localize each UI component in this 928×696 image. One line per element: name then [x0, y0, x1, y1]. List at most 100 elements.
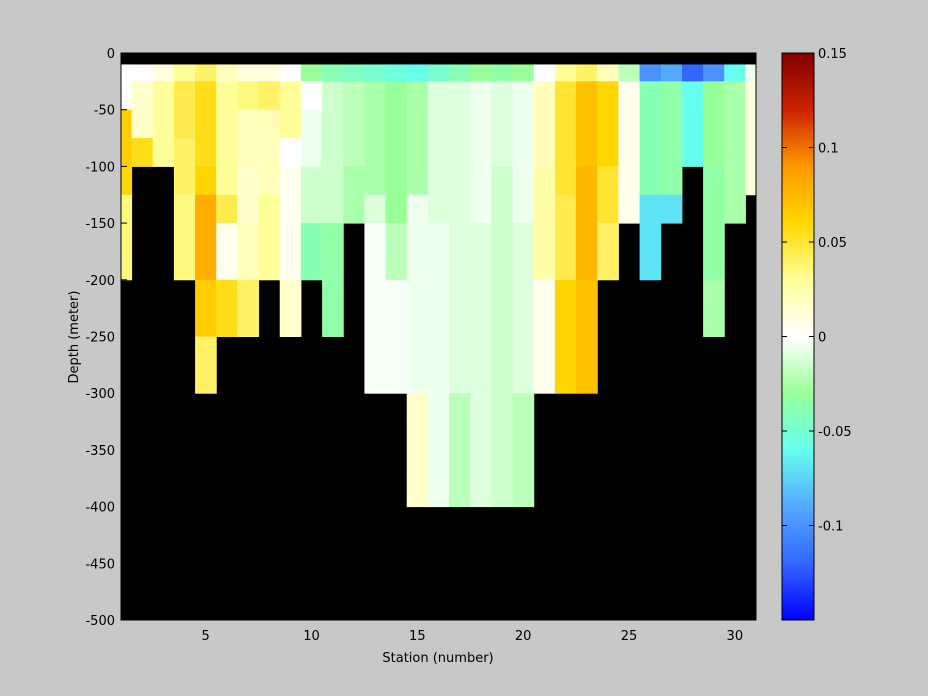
heatmap-cell	[216, 223, 238, 281]
heatmap-cell	[216, 64, 238, 82]
y-tick-label: -350	[85, 444, 115, 459]
heatmap-cell	[195, 64, 217, 82]
heatmap-cell	[554, 194, 577, 281]
y-tick-label: -400	[85, 501, 115, 516]
heatmap-cell	[131, 138, 154, 167]
heatmap-cell	[258, 64, 281, 82]
heatmap-cell	[300, 64, 323, 82]
heatmap-cell	[121, 166, 133, 196]
heatmap-cell	[300, 223, 323, 281]
heatmap-cell	[724, 64, 746, 82]
heatmap-cell	[364, 81, 387, 196]
heatmap-cell	[258, 194, 281, 281]
heatmap-cell	[300, 109, 323, 167]
heatmap-cell	[597, 81, 619, 167]
colorbar-tick-label: 0.15	[818, 47, 847, 62]
heatmap-cell	[364, 64, 387, 82]
heatmap-cell	[618, 64, 641, 82]
heatmap-cell	[173, 138, 196, 196]
heatmap-cell	[195, 194, 217, 281]
heatmap-cell	[406, 393, 429, 508]
heatmap-cell	[322, 64, 344, 82]
heatmap-cell	[216, 81, 238, 196]
y-tick-label: -50	[94, 104, 115, 119]
heatmap-cell	[385, 279, 408, 394]
heatmap-cell	[385, 81, 408, 224]
colorbar	[781, 52, 815, 621]
heatmap-cell	[258, 81, 281, 111]
heatmap-cell	[279, 166, 302, 281]
heatmap-cell	[385, 64, 408, 82]
heatmap-cell	[343, 81, 365, 167]
heatmap-cell	[597, 223, 619, 281]
heatmap-cell	[216, 194, 238, 224]
heatmap-cell	[279, 81, 302, 139]
colorbar-tick-label: -0.1	[818, 520, 843, 535]
heatmap-cell	[195, 81, 217, 167]
x-tick-label: 10	[303, 629, 320, 644]
heatmap-cell	[618, 81, 641, 224]
heatmap-cell	[491, 166, 514, 508]
x-tick-label: 25	[621, 629, 638, 644]
heatmap-cell	[237, 279, 260, 337]
y-tick-label: 0	[107, 47, 115, 62]
heatmap-cell	[470, 223, 492, 508]
heatmap-cell	[237, 223, 260, 281]
heatmap-cell	[195, 279, 217, 337]
heatmap-cell	[554, 81, 577, 196]
heatmap-cell	[427, 81, 450, 224]
heatmap-cell	[385, 223, 408, 281]
heatmap-cell	[237, 64, 260, 82]
heatmap-cell	[681, 64, 704, 82]
heatmap-cells	[121, 53, 757, 508]
heatmap-cell	[512, 81, 535, 224]
x-axis-label: Station (number)	[382, 651, 493, 666]
surface-band	[121, 53, 756, 65]
heatmap-cell	[121, 64, 133, 111]
heatmap-cell	[343, 166, 365, 224]
heatmap-cell	[597, 166, 619, 224]
heatmap-cell	[364, 194, 387, 224]
x-tick-label: 20	[515, 629, 532, 644]
y-axis-ticks: 0 -50 -100 -150 -200 -250 -300 -350 -400 -450 -500	[85, 47, 127, 629]
heatmap-cell	[533, 81, 556, 167]
heatmap-cell	[406, 194, 429, 394]
heatmap-cell	[703, 279, 725, 337]
heatmap-cell	[449, 194, 471, 394]
heatmap-cell	[427, 64, 450, 82]
heatmap-cell	[681, 81, 704, 167]
heatmap-cell	[322, 81, 344, 224]
heatmap-cell	[512, 393, 535, 508]
heatmap-cell	[491, 64, 514, 82]
heatmap-cell	[470, 81, 492, 224]
heatmap-cell	[343, 64, 365, 82]
heatmap-cell	[639, 81, 662, 196]
heatmap-cell	[639, 194, 662, 281]
heatmap-cell	[449, 81, 471, 196]
y-tick-label: -250	[85, 331, 115, 346]
colorbar-tick-label: 0.1	[818, 142, 839, 157]
heatmap-cell	[131, 64, 154, 82]
heatmap-cell	[533, 279, 556, 394]
x-tick-label: 5	[202, 629, 210, 644]
heatmap-cell	[724, 81, 746, 224]
heatmap-cell	[216, 279, 238, 337]
heatmap-cell	[300, 81, 323, 111]
y-tick-label: -450	[85, 557, 115, 572]
heatmap-cell	[152, 64, 175, 82]
y-tick-label: -300	[85, 387, 115, 402]
heatmap-cell	[406, 64, 429, 82]
heatmap-cell	[703, 166, 725, 281]
colorbar-tick-label: -0.05	[818, 425, 852, 440]
y-tick-label: -100	[85, 160, 115, 175]
heatmap-cell	[554, 279, 577, 394]
heatmap-cell	[427, 223, 450, 508]
heatmap-cell	[470, 64, 492, 82]
heatmap-cell	[745, 64, 757, 82]
heatmap-cell	[173, 81, 196, 139]
heatmap-cell	[660, 81, 683, 196]
heatmap-cell	[554, 64, 577, 82]
heatmap-cell	[258, 109, 281, 196]
heatmap-cell	[576, 166, 598, 281]
